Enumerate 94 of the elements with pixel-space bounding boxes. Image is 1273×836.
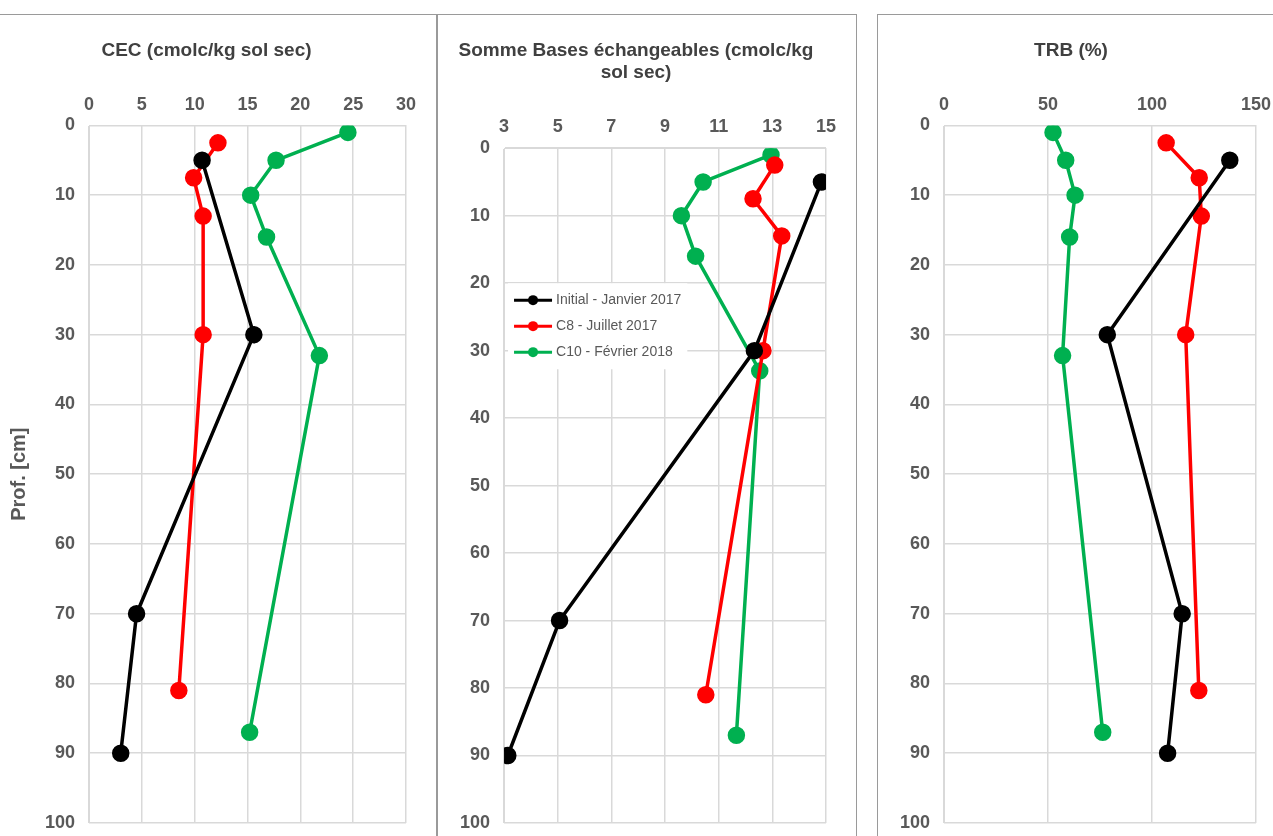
x-tick-label: 30 [395,93,417,114]
point [194,325,212,344]
y-tick-label: 70 [55,602,76,623]
point [267,151,285,170]
x-tick-label: 5 [136,93,147,114]
x-tick-label: 15 [237,93,258,114]
point [697,686,715,704]
x-tick-label: 20 [290,93,311,114]
x-tick-label: 5 [552,116,563,137]
legend-label: Initial - Janvier 2017 [556,291,682,308]
point [170,681,188,700]
point [1192,207,1211,225]
y-tick-label: 20 [470,272,491,293]
y-tick-label: 60 [55,532,76,553]
y-tick-label: 20 [910,253,931,274]
y-tick-label: 30 [910,323,931,344]
y-tick-label: 10 [470,204,491,225]
x-tick-label: 7 [606,116,617,137]
point [694,173,712,191]
y-tick-label: 80 [470,677,491,698]
point [744,190,762,208]
y-tick-label: 60 [910,532,931,553]
y-tick-label: 0 [480,137,491,158]
y-tick-label: 40 [470,407,491,428]
point [772,227,791,245]
point [241,186,260,204]
point [339,125,357,142]
chart-title: TRB (%) [1034,38,1108,60]
point [686,247,705,265]
y-tick-label: 100 [899,811,931,832]
y-tick-label: 70 [910,602,931,623]
x-tick-label: 100 [1136,93,1168,114]
point [240,723,259,742]
y-tick-label: 50 [910,463,931,484]
chart-title: CEC (cmolc/kg sol sec) [101,38,312,60]
x-tick-label: 0 [939,93,950,114]
point [1158,744,1177,762]
y-tick-label: 80 [55,672,76,693]
x-tick-label: 3 [499,116,510,137]
point [1053,346,1072,365]
point [1098,325,1117,344]
point [1221,151,1239,170]
point [1093,723,1112,742]
point [111,744,130,762]
legend-label: C8 - Juillet 2017 [556,317,658,334]
point [245,325,263,344]
legend-label: C10 - Février 2018 [556,343,673,360]
y-tick-label: 30 [55,323,76,344]
point [1176,325,1195,344]
point [1044,125,1062,142]
y-tick-label: 90 [470,744,491,765]
y-tick-label: 50 [55,463,76,484]
point [194,207,212,225]
x-tick-label: 9 [660,116,671,137]
x-tick-label: 15 [815,116,837,137]
point [184,168,203,187]
point [1066,186,1084,204]
chart-title: Somme Bases échangeables (cmolc/kg sol sec) [458,38,814,83]
y-tick-label: 10 [55,184,76,205]
point [1056,151,1075,170]
x-tick-label: 0 [84,93,95,114]
point [1173,604,1191,623]
point [766,156,784,174]
point [1060,228,1079,246]
x-tick-label: 150 [1240,93,1272,114]
y-tick-label: 10 [910,184,931,205]
point [1190,681,1208,700]
y-tick-label: 50 [470,474,491,495]
point [1190,168,1208,187]
point [193,151,211,170]
point [727,726,746,745]
point [127,604,146,623]
y-tick-label: 40 [910,393,931,414]
y-tick-label: 30 [470,339,491,360]
x-tick-label: 10 [184,93,205,114]
y-tick-label: 100 [44,811,76,832]
x-tick-label: 50 [1038,93,1059,114]
point [310,346,329,365]
point [1157,134,1175,152]
x-tick-label: 13 [762,116,783,137]
y-tick-label: 20 [55,253,76,274]
y-tick-label: 100 [459,811,491,832]
y-axis-title: Prof. [cm] [6,427,29,521]
point [209,134,227,152]
y-tick-label: 70 [470,609,491,630]
y-tick-label: 90 [910,742,931,763]
x-tick-label: 11 [709,116,729,137]
y-tick-label: 80 [910,672,931,693]
y-tick-label: 60 [470,542,491,563]
point [672,206,691,225]
y-tick-label: 90 [55,742,76,763]
y-tick-label: 40 [55,393,76,414]
point [257,228,276,246]
x-tick-label: 25 [343,93,364,114]
